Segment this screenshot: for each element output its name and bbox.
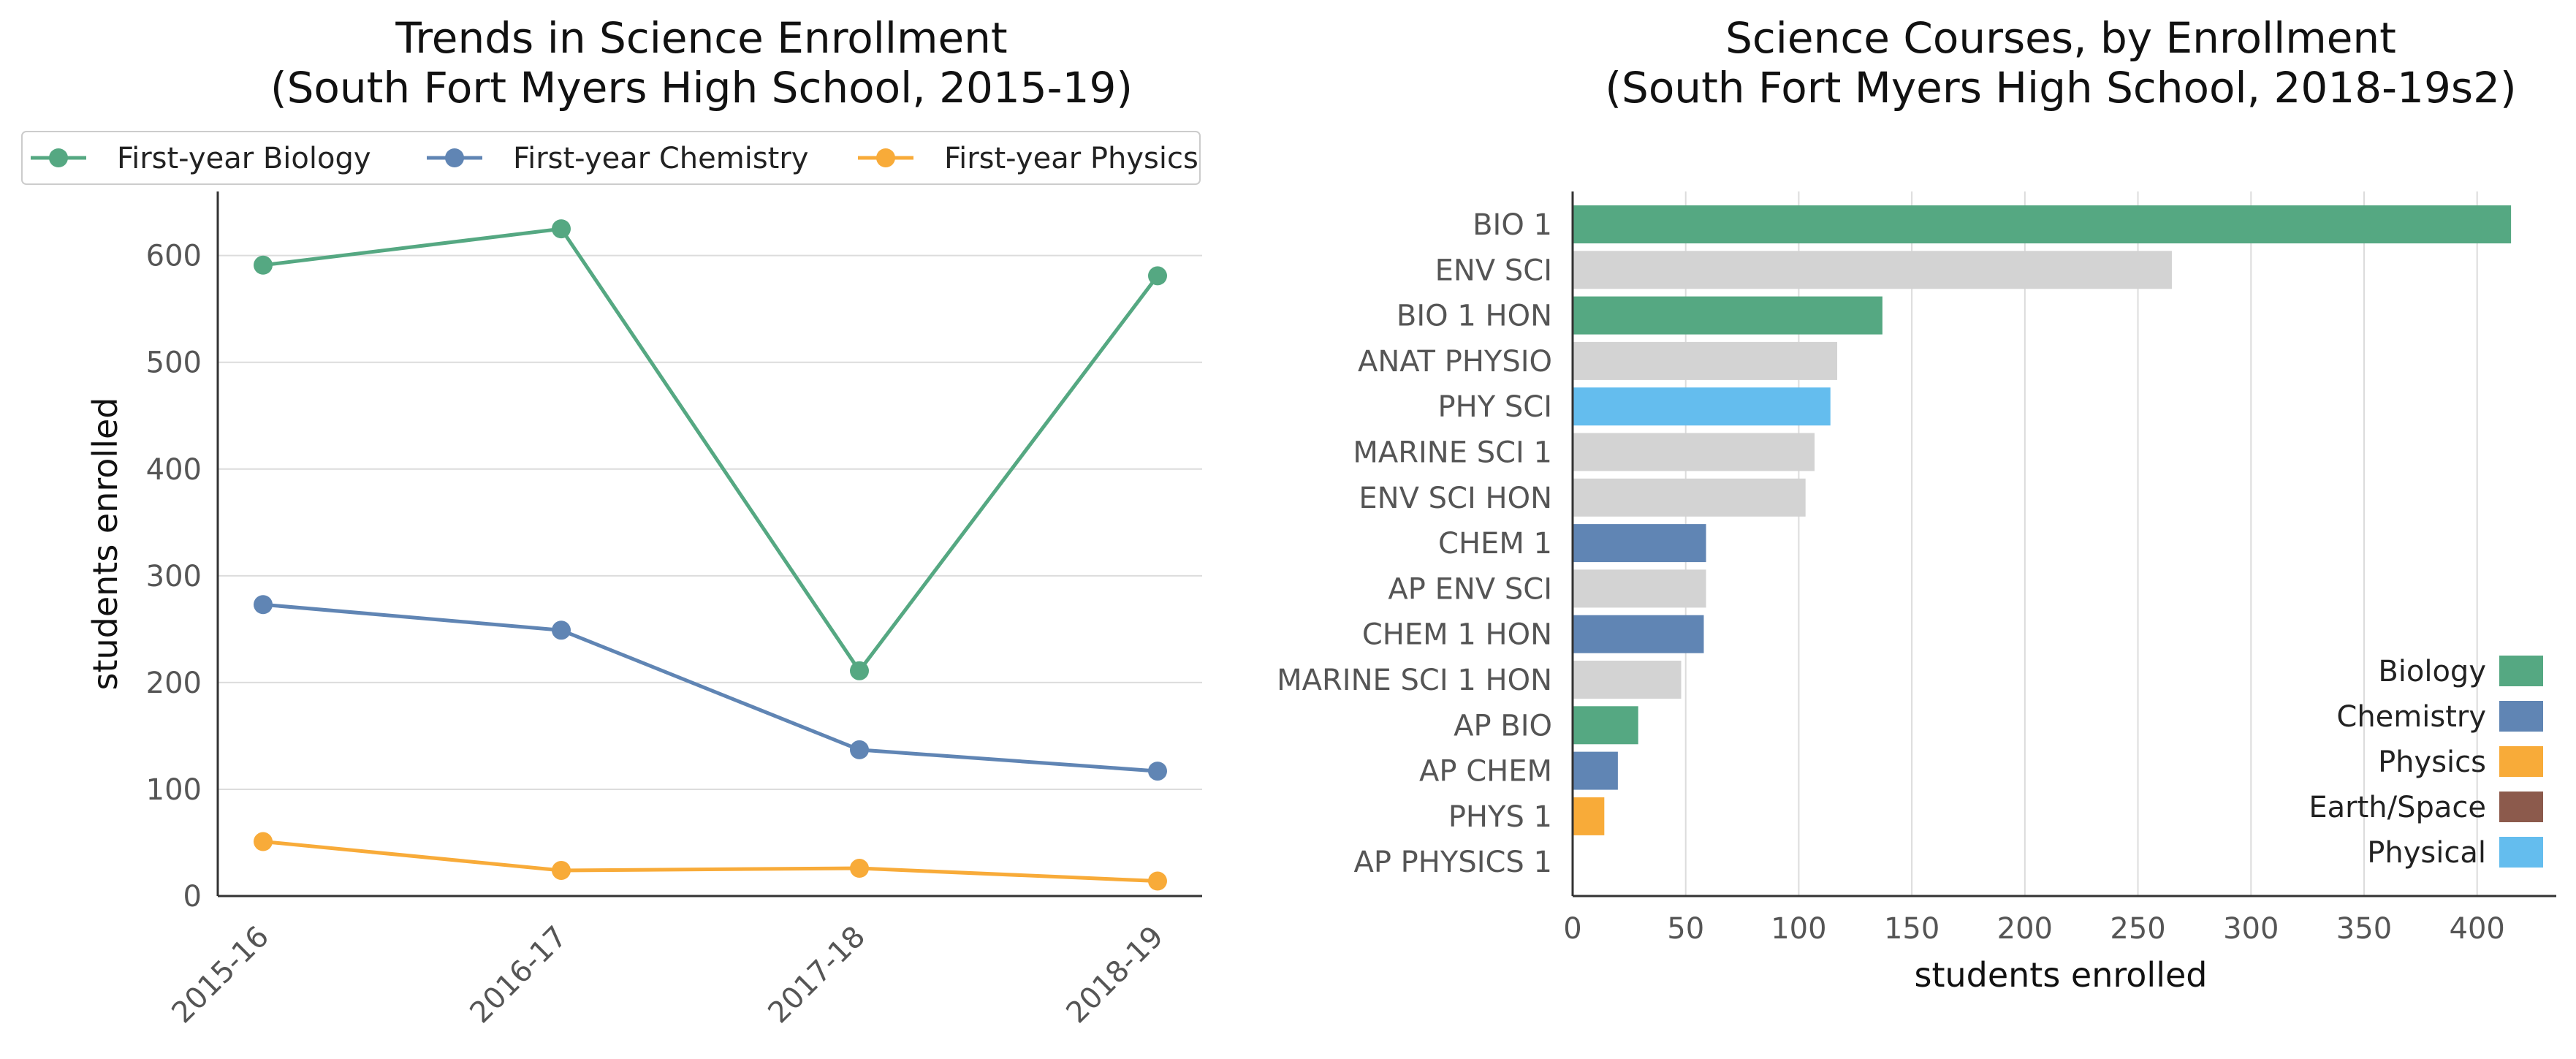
line-chart-y-axis-label: students enrolled [86, 398, 125, 691]
line-chart-xtick-label: 2018-19 [1060, 920, 1170, 1030]
line-legend-label: First-year Chemistry [513, 142, 808, 175]
line-series-2-point [850, 740, 869, 759]
bar-8 [1573, 524, 1706, 563]
bar-chart-xtick-label: 100 [1771, 912, 1826, 946]
bar-legend-swatch [2499, 746, 2543, 777]
line-chart-xtick-label: 2017-18 [761, 920, 872, 1030]
bar-category-label: ENV SCI HON [1359, 482, 1552, 515]
bar-chart-xtick-label: 50 [1667, 912, 1704, 946]
bar-category-label: PHYS 1 [1448, 800, 1552, 834]
bar-chart-xtick-label: 250 [2110, 912, 2165, 946]
bar-chart-xtick-label: 400 [2450, 912, 2505, 946]
bar-category-label: PHY SCI [1438, 390, 1552, 424]
bar-10 [1573, 615, 1704, 653]
line-series-1-point [850, 661, 869, 680]
bar-category-label: AP ENV SCI [1388, 572, 1552, 606]
bar-category-label: AP CHEM [1419, 755, 1552, 789]
bar-11 [1573, 661, 1682, 699]
bar-legend-swatch [2499, 792, 2543, 822]
line-legend-swatch-marker [876, 148, 895, 167]
bar-legend-label: Biology [2378, 655, 2486, 688]
line-series-3-point [1148, 871, 1167, 891]
line-chart-xtick-label: 2015-16 [165, 920, 276, 1030]
bar-category-label: MARINE SCI 1 [1353, 436, 1552, 470]
line-series-2-point [1148, 762, 1167, 781]
bar-category-label: BIO 1 HON [1397, 300, 1552, 333]
line-chart-ytick-label: 600 [146, 240, 202, 273]
bar-category-label: ENV SCI [1435, 254, 1552, 287]
line-series-3-point [850, 859, 869, 878]
bar-7 [1573, 478, 1806, 517]
line-legend-swatch-marker [445, 148, 464, 167]
line-legend-label: First-year Physics [944, 142, 1198, 175]
line-legend-swatch-marker [49, 148, 68, 167]
bar-chart-title-line-2: (South Fort Myers High School, 2018-19s2… [1605, 63, 2516, 113]
bar-legend-label: Physical [2367, 836, 2486, 870]
line-chart-ytick-label: 100 [146, 773, 202, 807]
bar-chart-xtick-label: 350 [2336, 912, 2392, 946]
line-chart-ytick-label: 300 [146, 560, 202, 593]
bar-12 [1573, 706, 1638, 745]
bar-5 [1573, 387, 1831, 426]
bar-legend-swatch [2499, 656, 2543, 686]
line-series-1-point [552, 219, 571, 239]
line-series-3-point [254, 832, 273, 851]
bar-chart-title-line-1: Science Courses, by Enrollment [1725, 13, 2396, 63]
bar-category-label: ANAT PHYSIO [1358, 345, 1552, 379]
line-series-3-point [552, 860, 571, 880]
bar-legend-label: Earth/Space [2309, 791, 2486, 824]
line-chart-xtick-label: 2016-17 [463, 920, 574, 1030]
line-series-1-line [262, 227, 1159, 675]
bar-chart-x-axis-label: students enrolled [1915, 955, 2208, 995]
bar-3 [1573, 296, 1882, 335]
bar-category-label: MARINE SCI 1 HON [1277, 664, 1552, 697]
line-chart-title-line-2: (South Fort Myers High School, 2015-19) [270, 63, 1133, 113]
bar-13 [1573, 751, 1618, 790]
bar-category-label: AP BIO [1454, 709, 1552, 743]
line-chart-title-line-1: Trends in Science Enrollment [395, 13, 1007, 63]
bar-14 [1573, 797, 1605, 835]
bar-chart-xtick-label: 300 [2223, 912, 2279, 946]
line-chart-legend-box [21, 131, 1201, 185]
bar-category-label: AP PHYSICS 1 [1353, 846, 1552, 879]
bar-chart-xtick-label: 200 [1997, 912, 2053, 946]
bar-6 [1573, 433, 1815, 471]
bar-legend-swatch [2499, 701, 2543, 732]
line-series-1-point [1148, 266, 1167, 286]
bar-1 [1573, 205, 2512, 243]
line-chart-ytick-label: 400 [146, 453, 202, 487]
bar-chart-xtick-label: 0 [1563, 912, 1581, 946]
bar-legend-label: Chemistry [2336, 700, 2486, 734]
line-chart-ytick-label: 500 [146, 346, 202, 380]
bar-category-label: CHEM 1 [1438, 527, 1552, 561]
line-series-1-point [254, 255, 273, 275]
line-chart-ytick-label: 200 [146, 667, 202, 700]
bar-category-label: CHEM 1 HON [1362, 618, 1552, 652]
bar-9 [1573, 569, 1706, 608]
bar-category-label: BIO 1 [1473, 208, 1552, 242]
line-series-2-line [262, 602, 1158, 773]
bar-4 [1573, 341, 1838, 380]
line-series-3-line [262, 840, 1158, 884]
bar-legend-label: Physics [2378, 745, 2486, 779]
line-series-2-point [552, 620, 571, 640]
line-legend-label: First-year Biology [117, 142, 371, 175]
bar-legend-swatch [2499, 837, 2543, 868]
bar-chart-xtick-label: 150 [1884, 912, 1939, 946]
bar-2 [1573, 251, 2172, 289]
line-chart-ytick-label: 0 [183, 880, 202, 914]
line-series-2-point [254, 595, 273, 615]
